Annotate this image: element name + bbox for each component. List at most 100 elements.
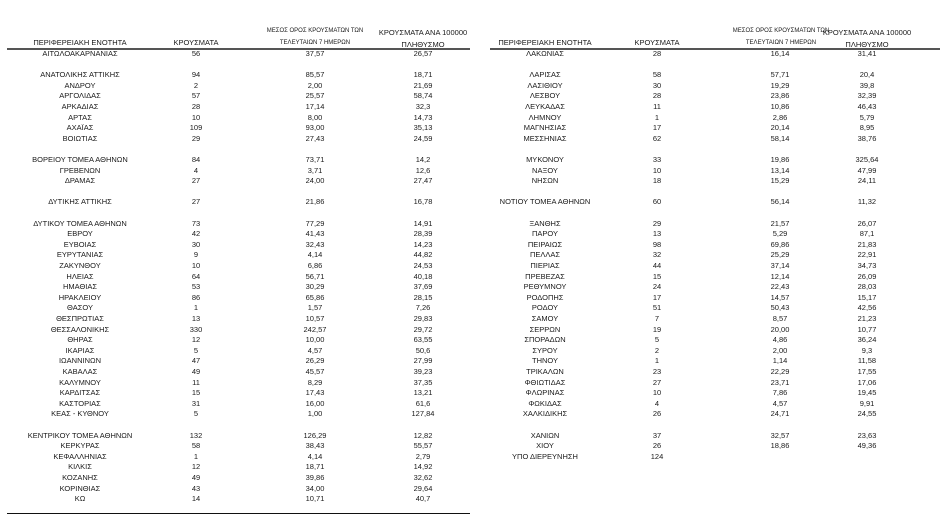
cases-cell: 5 (193, 409, 199, 419)
cases-cell: 9 (193, 250, 199, 260)
cases-cell: 64 (191, 271, 201, 281)
avg-7day-cell: 1,57 (307, 303, 323, 313)
per100k-cell: 12,6 (415, 165, 431, 175)
table-row: ΛΕΥΚΑΔΑΣ 11 10,86 46,43 (475, 101, 947, 112)
per100k-cell: 36,24 (857, 335, 877, 345)
per100k-cell: 55,57 (413, 441, 433, 451)
table-row: ΥΠΟ ΔΙΕΡΕΥΝΗΣΗ 124 (475, 451, 947, 462)
region-cell: ΛΕΣΒΟΥ (529, 91, 561, 101)
cases-cell: 28 (652, 49, 662, 58)
cases-cell: 15 (652, 271, 662, 281)
cases-cell: 29 (652, 218, 662, 228)
table-row: ΦΛΩΡΙΝΑΣ 10 7,86 19,45 (475, 387, 947, 398)
cases-cell: 58 (191, 441, 201, 451)
table-row: ΚΑΛΥΜΝΟΥ 11 8,29 37,35 (0, 377, 475, 388)
avg-7day-cell: 37,14 (770, 261, 790, 270)
cases-cell: 42 (191, 229, 201, 239)
avg-7day-cell: 38,43 (305, 441, 325, 451)
avg-7day-cell: 41,43 (305, 229, 325, 239)
avg-7day-cell: 39,86 (305, 473, 325, 482)
per100k-cell: 20,4 (859, 70, 875, 80)
header-region: ΠΕΡΙΦΕΡΕΙΑΚΗ ΕΝΟΤΗΤΑ (33, 38, 127, 47)
table-row: ΗΜΑΘΙΑΣ 53 30,29 37,69 (0, 281, 475, 292)
cases-cell: 109 (189, 123, 203, 133)
cases-cell: 51 (652, 303, 662, 313)
per100k-cell: 46,43 (857, 102, 877, 111)
table-row: ΜΕΣΣΗΝΙΑΣ 62 58,14 38,76 (475, 133, 947, 144)
region-cell: ΗΛΕΙΑΣ (66, 271, 94, 281)
cases-cell: 73 (191, 218, 201, 228)
per100k-cell: 28,15 (413, 292, 433, 302)
per100k-cell: 38,76 (857, 133, 877, 143)
cases-cell: 60 (652, 197, 662, 207)
table-row: ΜΑΓΝΗΣΙΑΣ 17 20,14 8,95 (475, 122, 947, 133)
region-cell: ΙΩΑΝΝΙΝΩΝ (58, 356, 102, 366)
avg-7day-cell: 56,71 (305, 271, 325, 281)
table-row: ΙΩΑΝΝΙΝΩΝ 47 26,29 27,99 (0, 355, 475, 366)
region-cell: ΜΑΓΝΗΣΙΑΣ (523, 123, 567, 133)
region-cell: ΗΜΑΘΙΑΣ (62, 282, 98, 292)
per100k-cell: 17,55 (857, 367, 877, 376)
header-avg-line1: ΜΕΣΟΣ ΟΡΟΣ ΚΡΟΥΣΜΑΤΩΝ ΤΩΝ (266, 28, 364, 34)
region-cell: ΑΝΔΡΟΥ (64, 80, 96, 90)
region-cell: ΥΠΟ ΔΙΕΡΕΥΝΗΣΗ (512, 451, 578, 461)
avg-7day-cell: 16,00 (305, 398, 325, 408)
region-cell: ΚΕΝΤΡΙΚΟΥ ΤΟΜΕΑ ΑΘΗΝΩΝ (27, 430, 133, 440)
table-row: ΡΟΔΟΠΗΣ 17 14,57 15,17 (475, 292, 947, 303)
table-row: ΙΚΑΡΙΑΣ 5 4,57 50,6 (0, 345, 475, 356)
cases-cell: 27 (191, 197, 201, 207)
table-row: ΧΑΛΚΙΔΙΚΗΣ 26 24,71 24,55 (475, 408, 947, 419)
table-row: ΑΙΤΩΛΟΑΚΑΡΝΑΝΙΑΣ 56 37,57 26,57 (0, 48, 475, 59)
cases-cell: 1 (193, 451, 199, 461)
table-row: ΖΑΚΥΝΘΟΥ 10 6,86 24,53 (0, 260, 475, 271)
cases-cell: 19 (652, 324, 662, 334)
table-row: ΘΕΣΣΑΛΟΝΙΚΗΣ 330 242,57 29,72 (0, 324, 475, 335)
avg-7day-cell: 73,71 (305, 155, 325, 164)
region-cell: ΗΡΑΚΛΕΙΟΥ (58, 292, 102, 302)
region-cell: ΚΟΖΑΝΗΣ (62, 473, 98, 482)
avg-7day-cell: 8,00 (307, 112, 323, 122)
region-cell: ΑΧΑΪΑΣ (66, 123, 94, 133)
region-cell: ΦΘΙΩΤΙΔΑΣ (524, 377, 566, 387)
cases-cell: 47 (191, 356, 201, 366)
per100k-cell: 26,07 (857, 218, 877, 228)
table-row: ΔΥΤΙΚΗΣ ΑΤΤΙΚΗΣ 27 21,86 16,78 (0, 196, 475, 207)
cases-cell: 330 (189, 324, 203, 334)
cases-cell: 37 (652, 430, 662, 440)
per100k-cell: 47,99 (857, 165, 877, 175)
table-row: ΦΩΚΙΔΑΣ 4 4,57 9,91 (475, 398, 947, 409)
table-row: ΛΗΜΝΟΥ 1 2,86 5,79 (475, 112, 947, 123)
avg-7day-cell: 10,86 (770, 102, 790, 111)
per100k-cell: 11,32 (857, 197, 877, 207)
per100k-cell: 17,06 (857, 377, 877, 387)
per100k-cell: 39,23 (413, 367, 433, 376)
avg-7day-cell: 12,14 (770, 271, 790, 281)
cases-cell: 12 (191, 462, 201, 472)
cases-cell: 17 (652, 123, 662, 133)
table-row: ΚΟΡΙΝΘΙΑΣ 43 34,00 29,64 (0, 483, 475, 494)
table-row: ΚΑΣΤΟΡΙΑΣ 31 16,00 61,6 (0, 398, 475, 409)
region-cell: ΧΑΛΚΙΔΙΚΗΣ (522, 409, 568, 419)
region-cell: ΝΗΣΩΝ (531, 176, 559, 186)
cases-cell: 31 (191, 398, 201, 408)
region-cell: ΠΙΕΡΙΑΣ (530, 261, 560, 270)
table-row: ΚΕΝΤΡΙΚΟΥ ΤΟΜΕΑ ΑΘΗΝΩΝ 132 126,29 12,82 (0, 430, 475, 441)
per100k-cell: 127,84 (411, 409, 435, 419)
avg-7day-cell: 4,86 (772, 335, 788, 345)
table-row: ΠΡΕΒΕΖΑΣ 15 12,14 26,09 (475, 271, 947, 282)
cases-cell: 62 (652, 133, 662, 143)
per100k-cell: 31,41 (857, 49, 877, 58)
region-cell: ΣΥΡΟΥ (532, 345, 558, 355)
per100k-cell: 37,69 (413, 282, 433, 292)
per100k-cell: 29,72 (413, 324, 433, 334)
table-row: ΚΑΡΔΙΤΣΑΣ 15 17,43 13,21 (0, 387, 475, 398)
cases-cell: 5 (654, 335, 660, 345)
cases-cell: 56 (191, 49, 201, 58)
region-cell: ΓΡΕΒΕΝΩΝ (59, 165, 101, 175)
cases-cell: 27 (652, 377, 662, 387)
per100k-cell: 29,83 (413, 314, 433, 323)
table-row: ΦΘΙΩΤΙΔΑΣ 27 23,71 17,06 (475, 377, 947, 388)
region-cell: ΖΑΚΥΝΘΟΥ (59, 261, 101, 270)
cases-cell: 49 (191, 473, 201, 482)
region-cell: ΚΑΒΑΛΑΣ (62, 367, 98, 376)
